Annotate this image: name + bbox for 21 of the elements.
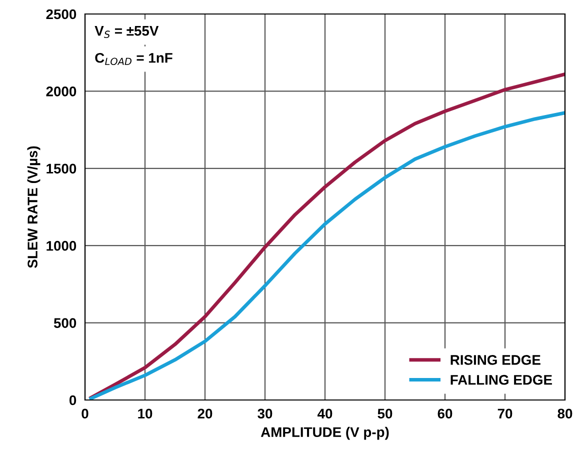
x-tick-label: 10 <box>138 408 152 419</box>
y-tick-label: 500 <box>54 318 76 328</box>
y-tick-label: 1000 <box>46 240 76 251</box>
y-tick-label: 0 <box>69 395 76 406</box>
x-tick-label: 70 <box>498 408 512 419</box>
y-tick-label: 2500 <box>46 9 76 20</box>
x-tick-label: 50 <box>378 408 392 419</box>
annotation: C$_{LOAD}$ = 1nF <box>95 52 172 66</box>
x-tick-label: 60 <box>438 408 452 419</box>
x-axis-title: AMPLITUDE (V p-p) <box>260 426 389 440</box>
x-tick-label: 20 <box>198 408 212 419</box>
legend-label: RISING EDGE <box>450 355 540 365</box>
x-tick-label: 40 <box>317 408 332 419</box>
legend-label: FALLING EDGE <box>450 374 552 385</box>
x-tick-label: 80 <box>558 408 572 419</box>
y-tick-label: 1500 <box>46 164 76 174</box>
annotation: V$_{S}$ = ±55V <box>94 26 159 38</box>
x-tick-label: 30 <box>258 408 272 419</box>
y-tick-label: 2000 <box>46 86 76 96</box>
x-tick-label: 0 <box>82 408 88 419</box>
y-axis-title: SLEW RATE (V/µs) <box>27 146 40 268</box>
